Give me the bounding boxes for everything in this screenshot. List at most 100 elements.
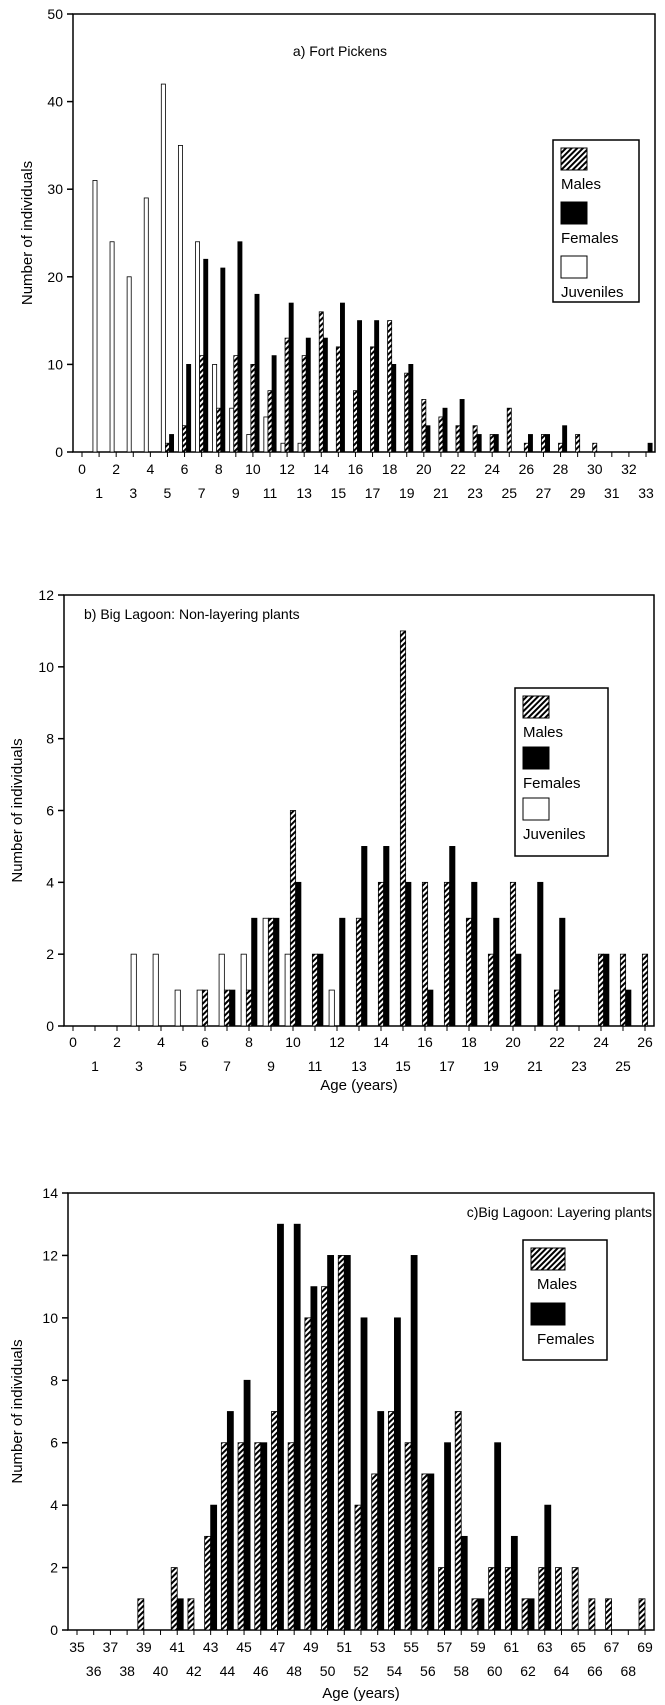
bar-females — [515, 953, 522, 1027]
x-tick-label: 4 — [157, 1034, 165, 1050]
y-tick-label: 30 — [47, 181, 63, 197]
legend-swatch-females — [522, 746, 550, 770]
chart-title: a) Fort Pickens — [293, 43, 387, 59]
x-tick-label: 35 — [69, 1639, 85, 1655]
bar-males — [487, 953, 495, 1027]
y-tick-label: 10 — [38, 659, 54, 675]
x-tick-label: 16 — [348, 461, 364, 477]
bar-males — [335, 346, 341, 453]
legend-label-females: Females — [561, 230, 619, 247]
bar-juveniles — [218, 953, 225, 1027]
x-tick-label: 36 — [86, 1663, 102, 1679]
x-tick-label: 9 — [267, 1058, 275, 1074]
x-tick-label: 39 — [136, 1639, 152, 1655]
bar-males — [553, 989, 561, 1027]
bar-males — [471, 1598, 479, 1631]
legend-label-males: Males — [523, 724, 563, 741]
bar-males — [387, 1411, 395, 1631]
x-tick-label: 14 — [313, 461, 329, 477]
bar-males — [355, 917, 363, 1027]
x-tick-label: 51 — [337, 1639, 353, 1655]
legend-label-females: Females — [537, 1331, 595, 1348]
y-tick-label: 2 — [50, 1560, 58, 1576]
bar-females — [383, 846, 390, 1027]
bar-males — [287, 1442, 295, 1631]
x-tick-label: 48 — [286, 1663, 302, 1679]
x-tick-label: 11 — [263, 485, 278, 501]
bar-females — [169, 434, 175, 453]
x-tick-label: 64 — [554, 1663, 570, 1679]
bar-females — [545, 434, 551, 453]
bar-females — [203, 258, 209, 453]
bar-males — [504, 1567, 512, 1631]
bar-males — [597, 953, 605, 1027]
x-tick-label: 8 — [215, 461, 223, 477]
bar-females — [394, 1317, 401, 1631]
y-tick-label: 12 — [42, 1247, 58, 1263]
bar-juveniles — [284, 953, 291, 1027]
y-tick-label: 10 — [47, 356, 63, 372]
y-tick-label: 0 — [50, 1622, 58, 1638]
x-tick-label: 28 — [553, 461, 569, 477]
x-tick-label: 59 — [470, 1639, 486, 1655]
x-tick-label: 67 — [604, 1639, 620, 1655]
x-axis-title: Age (years) — [320, 1077, 398, 1094]
y-axis-title: Number of individuals — [9, 738, 26, 882]
x-tick-label: 0 — [78, 461, 86, 477]
bar-males — [199, 355, 205, 453]
bar-females — [327, 1255, 335, 1631]
bar-females — [305, 337, 311, 453]
x-tick-label: 60 — [487, 1663, 503, 1679]
y-axis-title: Number of individuals — [19, 161, 36, 305]
bar-males — [592, 442, 598, 453]
bar-females — [647, 442, 653, 453]
x-tick-label: 46 — [253, 1663, 269, 1679]
x-tick-label: 38 — [119, 1663, 135, 1679]
bar-males — [541, 434, 546, 453]
bar-females — [210, 1504, 218, 1631]
bar-males — [170, 1567, 178, 1631]
y-tick-label: 14 — [42, 1185, 58, 1201]
bar-males — [558, 442, 563, 453]
x-tick-label: 25 — [615, 1058, 631, 1074]
bar-females — [391, 363, 397, 453]
bar-females — [229, 989, 236, 1027]
bar-females — [493, 434, 499, 453]
bar-females — [271, 355, 277, 453]
legend-swatch-juveniles — [522, 797, 550, 821]
y-tick-label: 8 — [50, 1372, 58, 1388]
x-tick-label: 44 — [220, 1663, 236, 1679]
x-tick-label: 47 — [270, 1639, 286, 1655]
x-tick-label: 13 — [351, 1058, 367, 1074]
bar-juveniles — [160, 83, 166, 453]
bar-males — [641, 953, 649, 1027]
x-tick-label: 37 — [103, 1639, 119, 1655]
bar-females — [493, 917, 500, 1027]
bar-males — [404, 1442, 412, 1631]
bar-females — [562, 425, 568, 453]
x-tick-label: 21 — [433, 485, 449, 501]
bar-males — [521, 1598, 529, 1631]
bar-females — [357, 320, 363, 453]
y-tick-label: 0 — [55, 444, 63, 460]
bar-males — [523, 442, 529, 453]
bar-females — [427, 1473, 435, 1631]
bar-males — [421, 1473, 429, 1631]
bar-juveniles — [240, 953, 247, 1027]
bar-females — [322, 337, 328, 453]
x-tick-label: 19 — [483, 1058, 499, 1074]
bar-males — [465, 917, 473, 1027]
x-tick-label: 0 — [69, 1034, 77, 1050]
y-tick-label: 8 — [46, 731, 54, 747]
chart-title: c)Big Lagoon: Layering plants — [467, 1204, 652, 1220]
bar-females — [295, 881, 302, 1027]
bar-females — [288, 302, 294, 453]
x-tick-label: 20 — [416, 461, 432, 477]
bar-males — [182, 425, 187, 453]
bar-males — [353, 390, 358, 453]
bar-juveniles — [174, 989, 181, 1027]
bar-juveniles — [229, 407, 235, 453]
bar-females — [476, 434, 482, 453]
bar-males — [233, 355, 239, 453]
